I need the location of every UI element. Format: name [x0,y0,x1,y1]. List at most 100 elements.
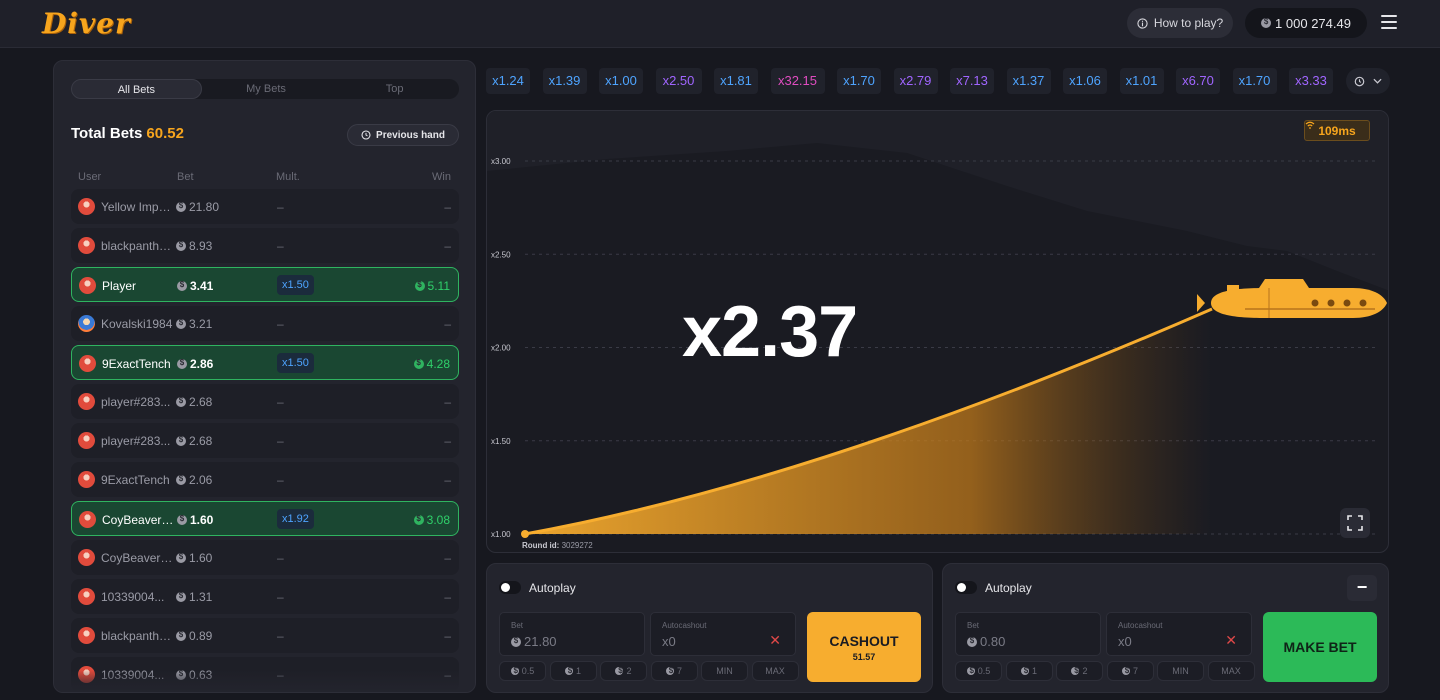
bet-row-mult: – [277,590,284,604]
current-multiplier: x2.37 [682,292,858,372]
quick-bet-chip[interactable]: 0.5 [499,661,546,681]
autoplay-toggle-2[interactable] [955,581,977,594]
coin-icon [176,474,186,485]
history-multiplier[interactable]: x1.00 [599,68,643,94]
quick-bet-chip[interactable]: MAX [751,661,799,681]
tab-my-bets[interactable]: My Bets [246,83,286,95]
coin-icon [413,514,424,525]
bet-row: 10339004... 1.31 – – [71,579,459,614]
quick-bet-chip[interactable]: 7 [1106,661,1154,681]
y-axis-label: x1.00 [491,530,511,539]
bet-amount-field-2[interactable]: Bet 0.80 [955,612,1101,656]
how-to-play-button[interactable]: How to play? [1127,8,1233,38]
autocashout-field-1[interactable]: Autocashout x0 ✕ [650,612,796,656]
history-toggle[interactable] [1346,68,1390,94]
graph-origin-dot [521,530,529,538]
bet-row-win: – [444,434,451,448]
diver-logo[interactable]: Diver [42,7,131,40]
autocashout-field-2[interactable]: Autocashout x0 ✕ [1106,612,1252,656]
history-multiplier[interactable]: x1.39 [542,68,587,94]
avatar [78,627,95,644]
bet-row-user: Yellow Impor... [101,200,173,214]
bet-row-win: – [444,590,451,604]
clear-icon[interactable]: ✕ [769,632,781,648]
coin-icon [510,666,521,675]
autoplay-toggle-1[interactable] [499,581,521,594]
avatar [78,432,95,449]
quick-bet-chip[interactable]: 7 [650,661,698,681]
fullscreen-button[interactable] [1340,508,1370,538]
bet-row-mult: – [277,551,284,565]
tab-top[interactable]: Top [385,83,404,95]
history-multiplier[interactable]: x1.81 [714,68,758,94]
autoplay-label-1: Autoplay [529,581,576,595]
bet-row: blackpanthe...8.93 – – [71,228,459,263]
cashout-amount: 51.57 [852,651,876,662]
bet-row-bet: 1.31 [176,590,212,604]
history-multiplier[interactable]: x6.70 [1176,68,1220,94]
bet-row: CoyBeaver231.60 x1.92 3.08 [71,501,459,536]
history-multiplier[interactable]: x1.24 [486,68,530,94]
history-multiplier[interactable]: x1.70 [837,68,881,94]
history-multiplier[interactable]: x1.37 [1006,68,1051,94]
quick-bet-chip[interactable]: MAX [1207,661,1255,681]
coin-icon [1071,666,1081,675]
bets-panel: All Bets My Bets Top Total Bets 60.52 Pre… [53,60,476,693]
expand-icon [1347,515,1363,531]
bet-row-mult: – [277,434,284,448]
y-axis-label: x2.50 [491,250,511,259]
coin-icon [176,630,186,641]
bet-row-mult: – [277,629,284,643]
avatar [79,277,96,294]
history-multiplier[interactable]: x1.70 [1232,68,1277,94]
hamburger-menu-icon[interactable] [1381,15,1397,29]
quick-bet-chip[interactable]: MIN [701,661,748,681]
coin-icon [177,514,187,525]
history-multiplier[interactable]: x3.33 [1289,68,1333,94]
clear-icon[interactable]: ✕ [1225,632,1237,648]
bet-row: Kovalski19843.21 – – [71,306,459,341]
quick-bet-chip[interactable]: 1 [1005,661,1053,681]
ping-indicator: 109ms [1304,120,1370,141]
coin-icon [665,666,676,675]
avatar [79,355,96,372]
history-multiplier[interactable]: x2.79 [893,68,938,94]
remove-bet-button[interactable]: − [1347,575,1377,601]
quick-bet-chip[interactable]: 0.5 [955,661,1002,681]
avatar [79,511,96,528]
bet-row-bet: 2.86 [177,357,213,371]
tab-all-bets[interactable]: All Bets [71,79,202,99]
chevron-down-icon [1373,78,1382,84]
bet-row-win: – [444,317,451,331]
quick-bet-chip[interactable]: 1 [549,661,597,681]
wifi-icon [1305,121,1315,129]
make-bet-button[interactable]: MAKE BET [1263,612,1377,682]
col-win: Win [432,171,451,183]
history-multiplier[interactable]: x32.15 [770,68,825,94]
bet-amount-field-1[interactable]: Bet 21.80 [499,612,645,656]
how-to-play-label: How to play? [1153,16,1224,30]
quick-bet-chip[interactable]: 2 [1056,661,1103,681]
bet-row: player#283... 2.68 – – [71,384,459,419]
bet-row-mult: x1.50 [277,275,314,295]
bet-row: 9ExactTench 2.86 x1.50 4.28 [71,345,459,380]
submarine-icon [1197,279,1387,318]
autocashout-value-2: x0 [1118,634,1132,649]
bet-row-win: – [444,395,451,409]
history-multiplier[interactable]: x1.01 [1119,68,1164,94]
y-axis-label: x3.00 [491,157,511,166]
previous-hand-button[interactable]: Previous hand [347,124,459,146]
coin-icon [1020,666,1031,675]
coin-icon [511,636,521,647]
quick-bet-chip[interactable]: 2 [600,661,647,681]
bet-row-bet: 3.41 [177,279,213,293]
bet-row: player#283... 2.68 – – [71,423,459,458]
bet-row-user: CoyBeaver23 [101,551,173,565]
history-multiplier[interactable]: x7.13 [950,68,994,94]
quick-bet-chip[interactable]: MIN [1157,661,1204,681]
history-multiplier[interactable]: x1.06 [1063,68,1107,94]
cashout-button[interactable]: CASHOUT 51.57 [807,612,921,682]
history-multiplier[interactable]: x2.50 [655,68,702,94]
y-axis-label: x2.00 [491,344,511,353]
bet-row-bet: 1.60 [177,513,213,527]
